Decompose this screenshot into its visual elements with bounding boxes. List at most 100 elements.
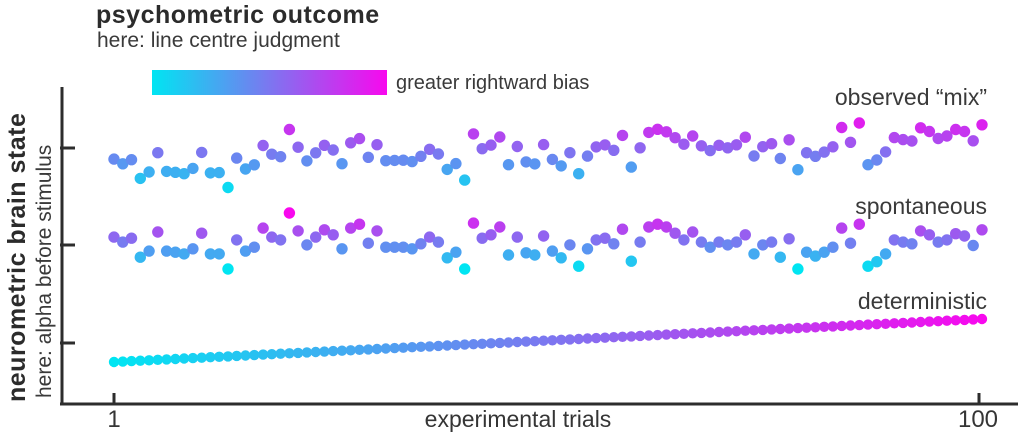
data-point-observed [520,156,532,168]
data-point-deterministic [915,316,926,328]
data-point-spontaneous [117,236,129,248]
data-point-spontaneous [397,241,409,253]
data-point-observed [818,146,830,158]
data-point-spontaneous [950,228,962,240]
data-point-observed [564,147,576,159]
data-point-spontaneous [529,249,541,261]
data-point-deterministic [442,340,453,351]
data-point-deterministic [529,336,540,347]
data-point-deterministic [757,324,768,336]
data-point-spontaneous [739,229,751,241]
data-point-deterministic [196,352,207,363]
data-point-observed [730,139,743,151]
data-point-spontaneous [388,241,401,253]
data-point-spontaneous [143,245,155,257]
data-point-spontaneous [125,232,138,244]
data-point-deterministic [608,332,619,343]
data-point-observed [616,129,629,142]
data-point-deterministic [310,346,321,358]
data-point-spontaneous [608,238,620,250]
data-point-deterministic [582,333,593,344]
axes [60,87,1018,406]
scatter-dots [108,117,988,368]
data-point-observed [406,155,418,168]
data-point-observed [765,138,778,150]
data-point-spontaneous [914,225,927,237]
data-point-deterministic [933,316,944,327]
data-point-observed [187,162,199,175]
data-point-spontaneous [257,222,269,234]
data-point-deterministic [792,322,804,334]
data-point-deterministic [862,319,874,330]
data-point-observed [397,154,409,166]
data-point-spontaneous [660,221,673,233]
data-point-observed [196,146,208,159]
data-point-observed [371,139,383,151]
data-point-observed [546,153,559,166]
data-point-deterministic [941,315,953,326]
data-point-spontaneous [353,218,366,230]
data-point-observed [555,160,567,172]
data-point-deterministic [713,326,725,338]
data-point-spontaneous [371,225,383,237]
data-point-spontaneous [748,248,760,260]
data-point-deterministic [257,349,269,360]
data-point-deterministic [564,334,576,345]
data-point-deterministic [705,327,716,338]
data-point-observed [950,123,962,136]
data-point-deterministic [538,335,549,346]
data-point-observed [932,132,944,145]
color-gradient-bar [152,70,387,95]
data-point-observed [248,159,260,171]
data-point-deterministic [205,352,216,363]
data-point-spontaneous [301,239,313,251]
data-point-deterministic [968,314,979,325]
data-point-observed [178,168,190,180]
data-point-deterministic [319,346,330,357]
data-point-spontaneous [616,223,629,235]
data-point-spontaneous [704,241,716,253]
data-point-observed [231,152,243,164]
data-point-spontaneous [406,243,418,255]
data-point-spontaneous [958,230,971,242]
data-point-spontaneous [879,248,892,260]
series-label-spontaneous: spontaneous [855,193,987,219]
data-point-observed [134,172,146,185]
data-point-deterministic [924,316,935,327]
data-point-observed [204,167,217,179]
data-point-deterministic [889,318,900,329]
data-point-observed [169,166,182,178]
data-point-observed [283,123,296,136]
data-point-spontaneous [932,236,944,248]
data-point-spontaneous [476,232,488,244]
data-point-spontaneous [573,260,585,272]
data-point-spontaneous [564,239,576,251]
data-point-observed [494,131,506,143]
data-point-deterministic [827,321,839,332]
data-point-deterministic [328,345,339,357]
data-point-observed [844,136,857,148]
data-point-observed [967,135,979,147]
data-point-deterministic [494,337,505,349]
data-point-deterministic [591,332,602,344]
data-point-observed [423,143,436,155]
data-point-observed [415,150,427,162]
data-point-spontaneous [222,263,234,275]
data-point-deterministic [696,327,707,339]
data-point-spontaneous [336,243,348,255]
data-point-spontaneous [266,231,278,243]
data-point-deterministic [617,331,628,342]
data-point-deterministic [512,336,523,348]
data-point-spontaneous [537,230,550,242]
data-point-spontaneous [441,252,453,264]
data-point-deterministic [652,329,663,341]
data-point-observed [871,154,883,166]
data-point-deterministic [801,322,812,333]
data-point-spontaneous [178,248,190,260]
data-point-observed [108,153,120,165]
data-point-observed [809,150,822,162]
data-point-observed [152,147,164,159]
data-point-spontaneous [818,246,830,258]
data-point-spontaneous [415,238,427,250]
